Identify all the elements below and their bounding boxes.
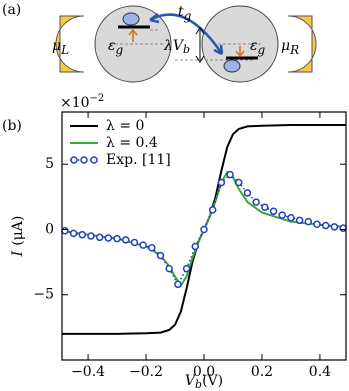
data-point <box>139 241 147 249</box>
eps-right: εg <box>250 38 266 57</box>
multiplier: ×10−2 <box>60 93 104 112</box>
electron <box>223 59 241 73</box>
hopping-arrowhead <box>149 13 224 56</box>
panel-label: (b) <box>2 118 22 134</box>
mu-left: μL <box>52 38 69 57</box>
electron <box>122 12 140 26</box>
hopping-arrow <box>149 13 224 55</box>
legend-marker <box>70 156 78 164</box>
eps-left: εg <box>108 38 124 57</box>
data-point <box>156 251 165 260</box>
x-tick-label: 0.2 <box>251 364 273 380</box>
data-point <box>174 280 182 289</box>
y-axis-label: I(μA) <box>10 216 26 258</box>
data-point <box>182 264 191 273</box>
data-point <box>295 216 304 225</box>
data-point <box>235 178 243 187</box>
legend-marker <box>90 156 98 164</box>
y-tick-label: −5 <box>33 287 54 303</box>
y-tick-label: 5 <box>45 156 54 172</box>
shift-arrow <box>128 28 138 42</box>
legend-label: Exp. [11] <box>106 152 171 168</box>
data-point <box>78 230 87 239</box>
right-lead <box>287 15 317 73</box>
data-point <box>200 225 208 234</box>
data-point <box>217 178 226 187</box>
data-point <box>104 234 113 242</box>
data-point <box>226 170 234 179</box>
data-point <box>69 229 78 238</box>
hopping: tg <box>178 4 192 23</box>
data-point <box>130 238 139 247</box>
data-point <box>208 206 217 214</box>
data-point <box>191 242 200 251</box>
data-point <box>261 203 269 212</box>
data-point <box>122 236 130 244</box>
data-point <box>304 217 313 226</box>
data-point <box>165 264 173 273</box>
x-tick-label: 0.0 <box>193 364 215 380</box>
left-lead <box>55 15 85 73</box>
data-point <box>287 213 295 222</box>
legend-label: λ = 0.4 <box>106 135 158 151</box>
data-point <box>252 198 260 206</box>
data-point <box>61 227 69 235</box>
panel-label: (a) <box>2 2 21 18</box>
shift-arrow <box>235 46 245 58</box>
data-point <box>148 243 156 252</box>
bias: λVb <box>163 38 190 56</box>
data-point <box>313 220 321 229</box>
legend-marker <box>80 156 88 164</box>
data-point <box>87 232 95 240</box>
bias-arrow <box>195 27 205 63</box>
x-tick-label: 0.4 <box>309 364 331 380</box>
x-tick-label: −0.2 <box>129 364 163 380</box>
plot-area <box>61 124 347 335</box>
data-point <box>339 224 347 232</box>
mu-right: μR <box>281 38 299 57</box>
legend-label: λ = 0 <box>106 118 144 134</box>
x-tick-label: −0.4 <box>71 364 105 380</box>
diagram: (a) μL εg tg λVb εg μR <box>2 2 317 83</box>
data-point <box>321 221 330 230</box>
x-axis-label: Vb(V) <box>185 373 223 391</box>
data-point <box>95 233 104 242</box>
y-tick-label: 0 <box>45 221 54 237</box>
data-point <box>243 189 252 197</box>
data-point <box>330 223 339 231</box>
data-point <box>113 234 121 243</box>
data-point <box>269 207 278 215</box>
data-point <box>278 211 286 219</box>
